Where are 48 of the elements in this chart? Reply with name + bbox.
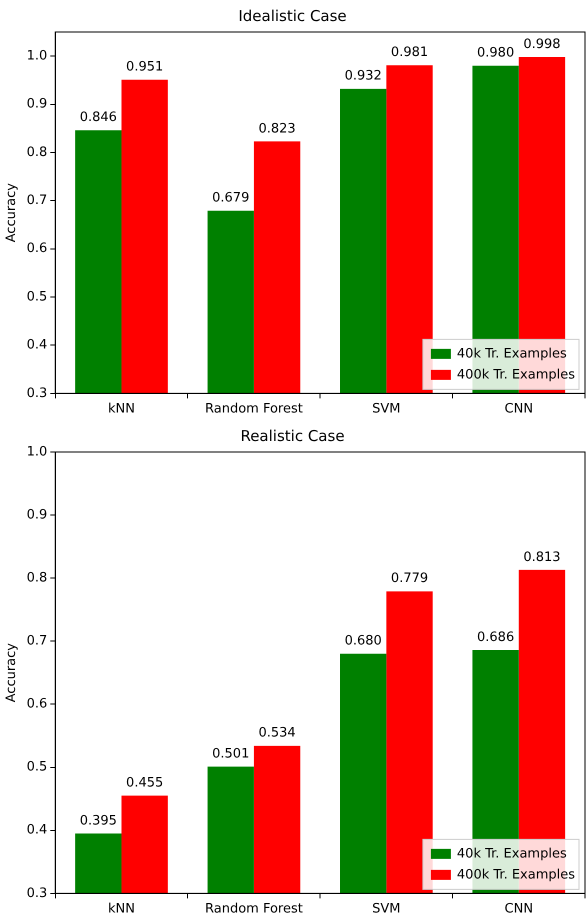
x-tick-label: SVM (372, 902, 401, 917)
y-tick-label: 0.8 (26, 144, 48, 160)
x-tick-label: CNN (504, 902, 534, 917)
data-label: 0.932 (344, 68, 382, 84)
x-tick-label: CNN (504, 402, 534, 417)
x-tick-label: kNN (108, 402, 135, 417)
y-tick-label: 1.0 (26, 48, 48, 64)
y-tick-label: 0.3 (26, 386, 48, 401)
y-tick-label: 0.5 (26, 289, 48, 304)
y-tick-label: 0.8 (26, 570, 48, 586)
y-tick-label: 0.7 (26, 634, 48, 649)
data-label: 0.813 (523, 550, 561, 565)
data-label: 0.779 (390, 571, 428, 586)
x-tick-label: SVM (372, 402, 401, 417)
data-label: 0.680 (344, 634, 382, 649)
y-tick-label: 0.5 (26, 760, 48, 775)
y-tick-label: 0.9 (26, 507, 48, 522)
data-label: 0.823 (258, 121, 296, 136)
y-tick-label: 0.6 (26, 696, 48, 712)
x-tick-label: Random Forest (204, 402, 303, 417)
data-label: 0.679 (212, 190, 250, 206)
data-label: 0.395 (80, 813, 117, 828)
y-tick-label: 0.9 (26, 96, 48, 112)
legend-label: 40k Tr. Examples (456, 346, 567, 362)
x-tick-label: Random Forest (204, 902, 303, 917)
y-tick-label: 0.6 (26, 241, 48, 256)
y-tick-label: 1.0 (26, 444, 48, 460)
legend-label: 40k Tr. Examples (456, 846, 567, 862)
data-label: 0.951 (126, 60, 164, 75)
data-label: 0.534 (258, 726, 296, 741)
y-tick-label: 0.4 (26, 822, 48, 838)
data-label: 0.501 (212, 746, 250, 762)
data-label: 0.686 (477, 630, 514, 645)
chart-title: Realistic Case (240, 426, 345, 445)
legend-label: 400k Tr. Examples (456, 367, 576, 382)
y-tick-label: 0.4 (26, 338, 48, 353)
data-label: 0.455 (126, 776, 164, 791)
y-axis-title: Accuracy (4, 642, 20, 702)
data-label: 0.998 (523, 36, 561, 52)
data-label: 0.846 (80, 110, 117, 126)
data-label: 0.981 (390, 45, 428, 60)
chart-title: Idealistic Case (238, 6, 347, 25)
y-axis-title: Accuracy (4, 182, 20, 242)
y-tick-label: 0.7 (26, 193, 48, 208)
y-tick-label: 0.3 (26, 886, 48, 901)
data-label: 0.980 (477, 46, 514, 61)
legend-label: 400k Tr. Examples (456, 867, 576, 882)
x-tick-label: kNN (108, 902, 135, 917)
